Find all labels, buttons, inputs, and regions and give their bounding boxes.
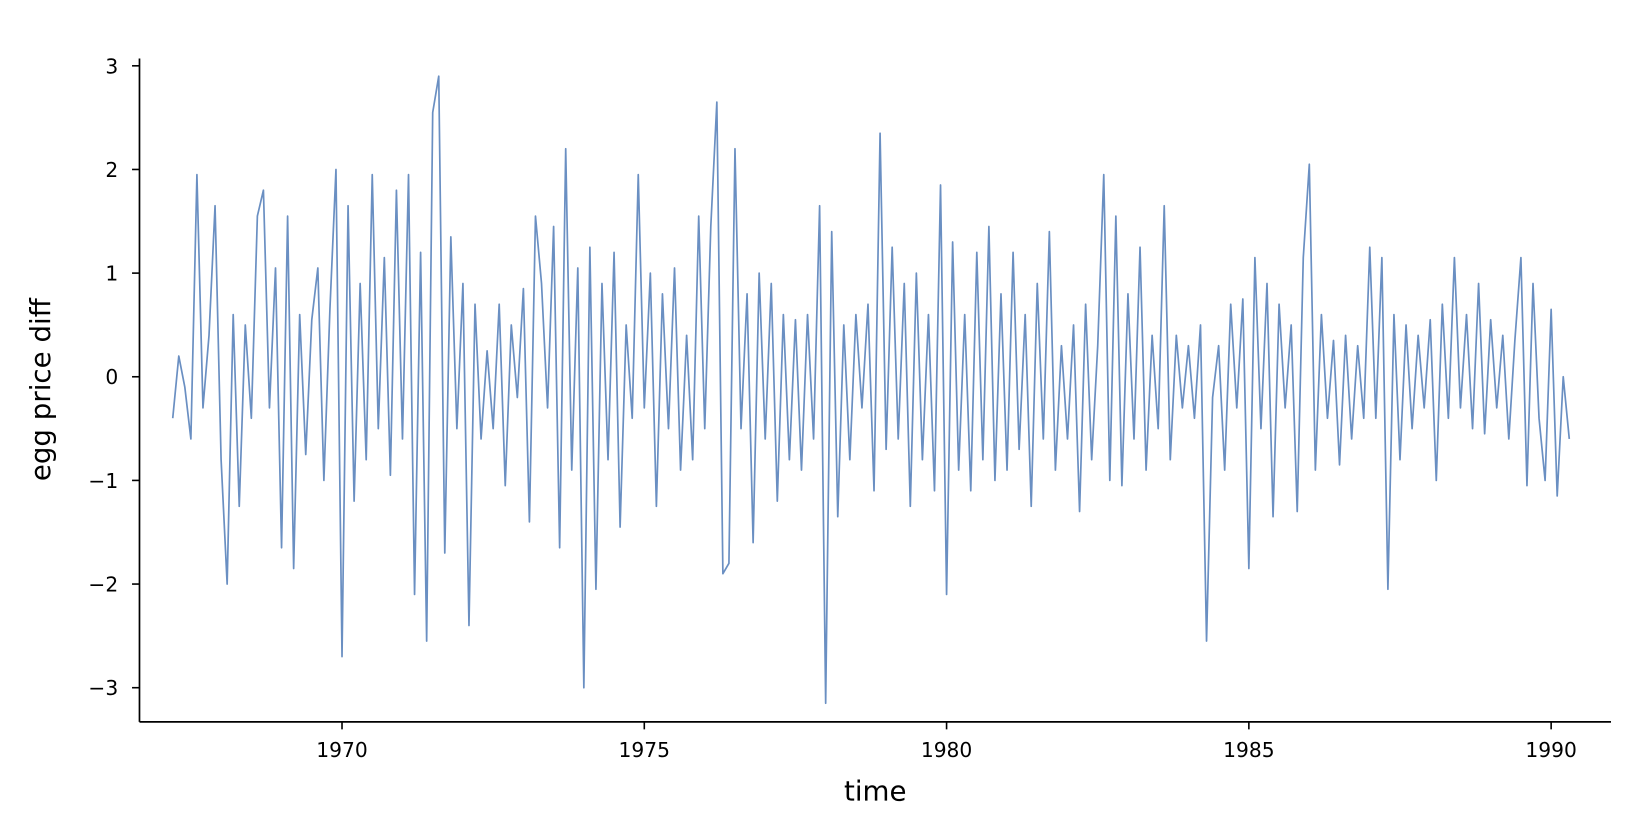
y-tick-label: 0 — [105, 365, 118, 389]
x-tick-label: 1975 — [619, 738, 670, 762]
x-tick-label: 1990 — [1525, 738, 1576, 762]
x-tick-label: 1980 — [921, 738, 972, 762]
x-tick-label: 1985 — [1223, 738, 1274, 762]
y-tick-label: −2 — [88, 573, 118, 597]
y-axis-label: egg price diff — [24, 297, 57, 481]
x-tick-label: 1970 — [316, 738, 367, 762]
data-line — [171, 75, 1571, 705]
y-tick-label: 2 — [105, 158, 118, 182]
y-tick-label: 3 — [105, 54, 118, 78]
y-tick-label: −1 — [88, 469, 118, 493]
y-tick-label: −3 — [88, 676, 118, 700]
x-axis-label: time — [844, 775, 907, 808]
y-tick-label: 1 — [105, 262, 118, 286]
